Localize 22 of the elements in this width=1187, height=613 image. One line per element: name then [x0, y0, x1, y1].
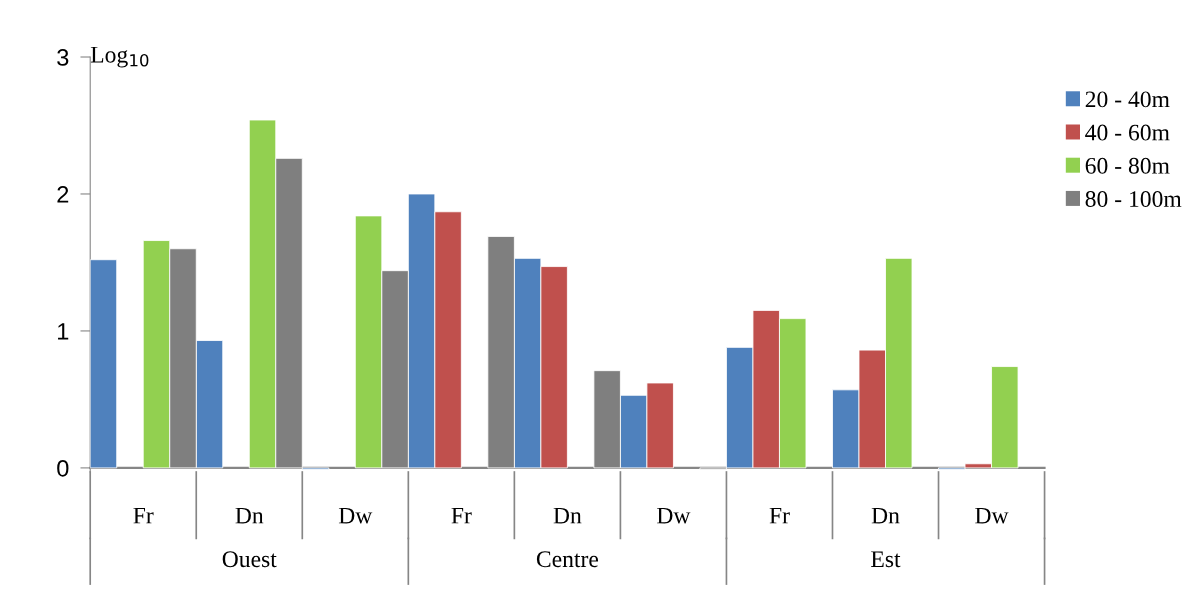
legend-label: 20 - 40m: [1085, 91, 1170, 108]
legend-label: 60 - 80m: [1085, 157, 1170, 174]
bar: [90, 259, 118, 469]
x-tick-label: Dw: [975, 507, 1009, 524]
y-tick-label: 1: [58, 323, 69, 340]
text: Est: [871, 551, 901, 568]
x-tick-label: Dw: [338, 507, 373, 524]
legend-label: 40 - 60m: [1085, 124, 1170, 141]
x-tick-label: Dn: [235, 507, 264, 524]
y-axis-title: Log$_{10}$: [90, 46, 149, 68]
y-tick-label: 0: [57, 459, 69, 477]
text: Ouest: [222, 551, 277, 568]
legend-label: 80 - 100m: [1085, 191, 1182, 207]
x-tick-label: Fr: [451, 507, 472, 524]
x-tick-label: Dn: [871, 507, 900, 524]
y-tick-label: 2: [57, 186, 69, 203]
text: Centre: [536, 551, 599, 568]
y-tick-label: 3: [57, 49, 69, 66]
x-tick-label: Dw: [657, 507, 691, 524]
x-tick-label: Fr: [769, 507, 790, 524]
x-tick-label: Dn: [553, 507, 582, 524]
x-tick-label: Fr: [133, 507, 154, 524]
